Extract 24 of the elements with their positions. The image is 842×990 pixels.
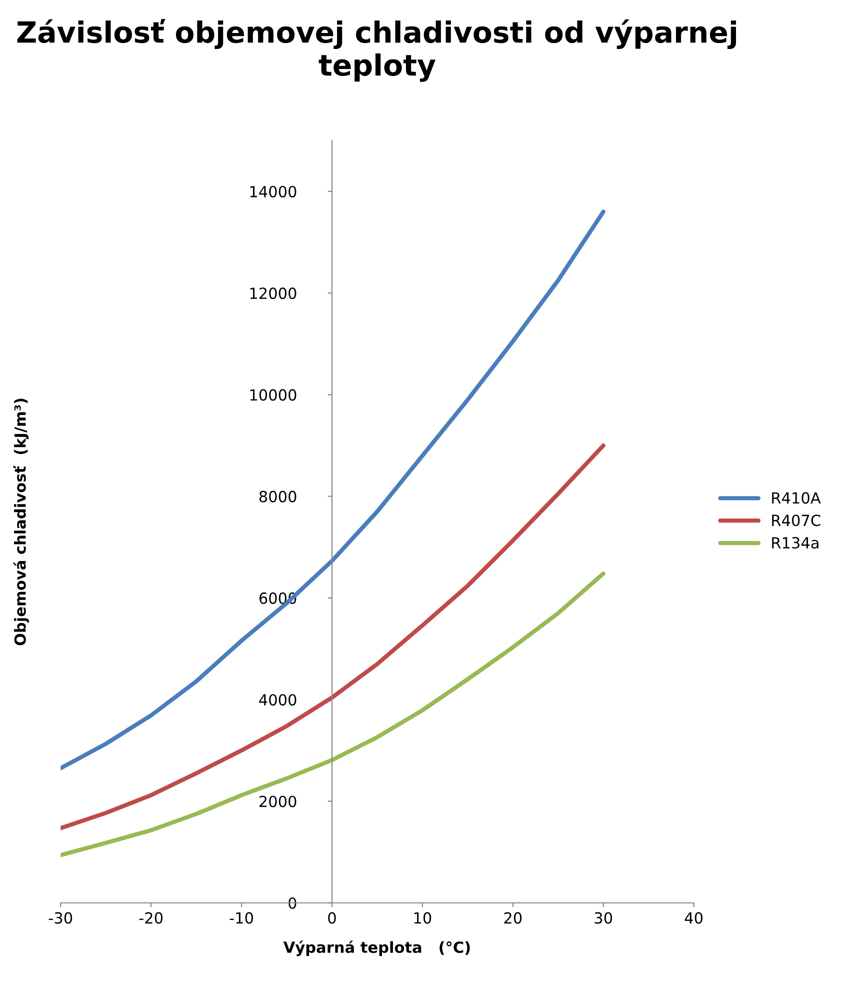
y-tick-label: 4000 [259, 694, 296, 706]
legend-label: R134a [772, 537, 818, 549]
y-tick-label: 8000 [259, 490, 296, 502]
legend-label: R410A [772, 492, 821, 504]
x-tick-label: 10 [414, 912, 432, 924]
legend-label: R407C [772, 514, 820, 526]
x-tick-label: -20 [139, 912, 163, 924]
x-axis-title: Výparná teplota (°C) [283, 940, 470, 956]
y-tick-label: 12000 [250, 288, 296, 300]
y-tick-label: 2000 [260, 796, 296, 808]
x-tick-label: 20 [504, 912, 522, 924]
line-series [60, 210, 606, 770]
y-axis-title: Objemová chladivosť (kJ/m³) [13, 398, 29, 646]
x-tick-label: 0 [328, 912, 336, 924]
x-tick-label: -10 [230, 912, 253, 924]
chart-title: Závislosť objemovej chladivosti od výparnej teploty [17, 19, 736, 82]
line-series [60, 443, 606, 830]
x-tick-label: -30 [48, 912, 72, 924]
x-tick-label: 40 [684, 912, 703, 924]
x-tick-label: 30 [594, 912, 612, 924]
y-tick-label: 10000 [250, 389, 296, 401]
line-series [60, 571, 606, 858]
y-tick-label: 14000 [250, 186, 296, 198]
y-tick-label: 0 [288, 897, 296, 909]
